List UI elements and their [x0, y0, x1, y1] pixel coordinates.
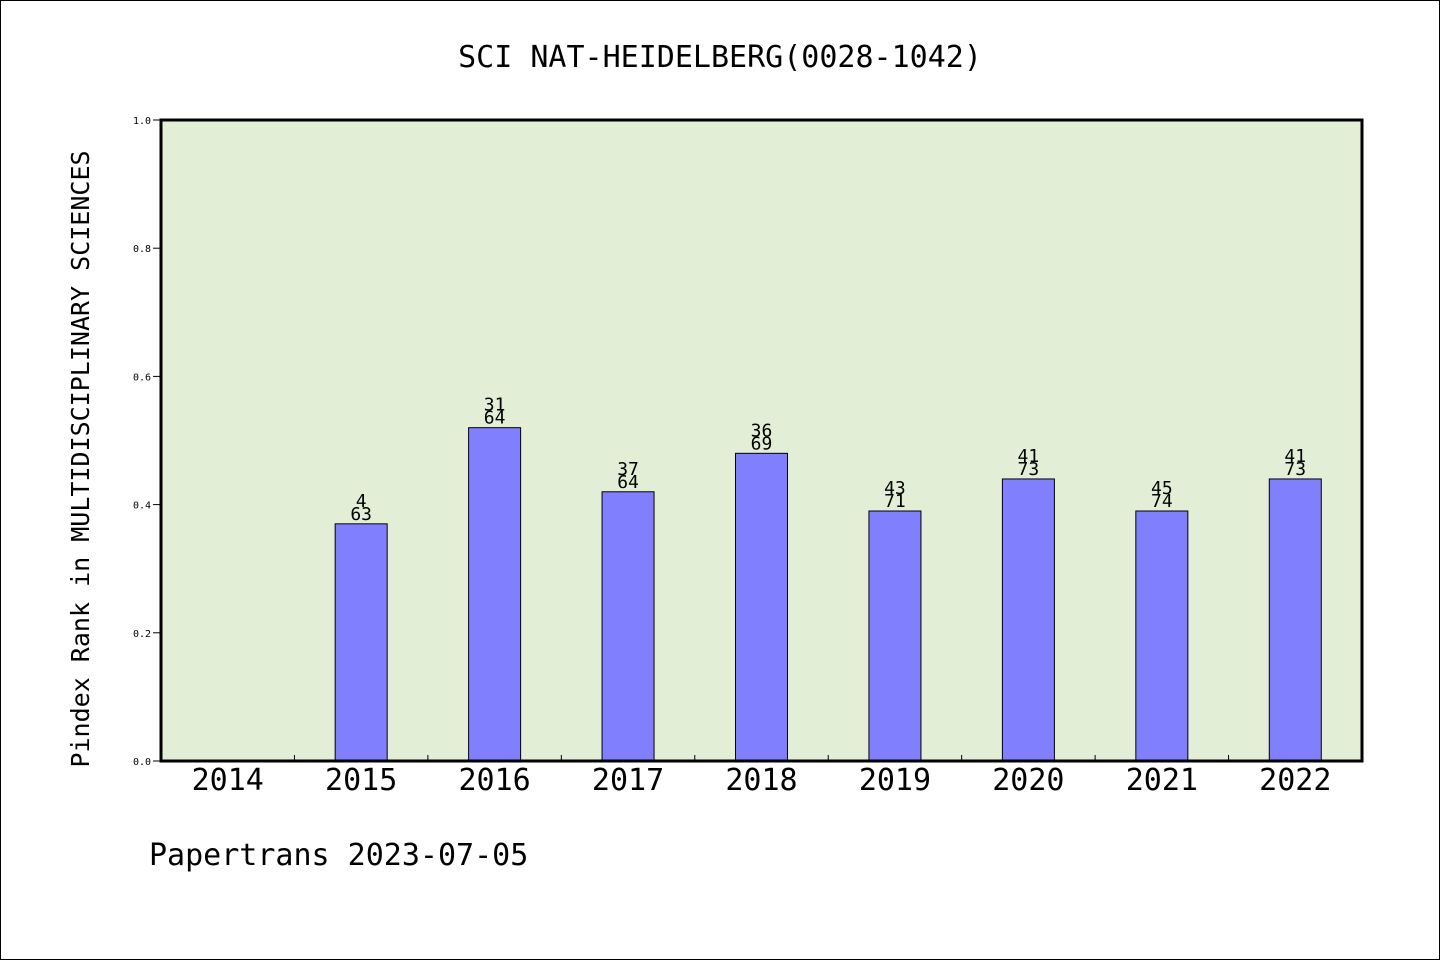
y-tick-label: 1.0 — [133, 116, 151, 127]
bar-label-total: 73 — [1018, 459, 1040, 480]
x-tick-label: 2017 — [592, 763, 664, 798]
chart-title: SCI NAT-HEIDELBERG(0028-1042) — [458, 40, 982, 75]
y-tick-label: 0.0 — [133, 757, 151, 768]
bar-label-rank: 45 — [1151, 478, 1173, 499]
bar-label-total: 69 — [751, 433, 773, 454]
bar-label-total: 63 — [350, 504, 372, 525]
x-tick-label: 2016 — [458, 763, 530, 798]
bar-label-rank: 43 — [884, 478, 906, 499]
bar-group — [334, 427, 1322, 762]
x-tick-label: 2014 — [192, 763, 264, 798]
y-tick-label: 0.4 — [133, 501, 151, 512]
y-tick-label: 0.2 — [133, 629, 151, 640]
bar — [1135, 510, 1189, 762]
bar — [468, 427, 522, 762]
bar-label-rank: 36 — [751, 420, 773, 441]
footer-text: Papertrans 2023-07-05 — [149, 838, 528, 873]
bar — [334, 523, 388, 762]
x-tick-label: 2020 — [992, 763, 1064, 798]
bar-label-rank: 41 — [1284, 446, 1306, 467]
y-axis-label: Pindex Rank in MULTIDISCIPLINARY SCIENCE… — [66, 150, 95, 767]
bar-label-rank: 37 — [617, 459, 639, 480]
bar-label-total: 64 — [484, 408, 506, 429]
bar — [735, 452, 788, 762]
bar-label-total: 73 — [1284, 459, 1306, 480]
bar-label-rank: 31 — [484, 395, 506, 416]
x-tick-label: 2022 — [1259, 763, 1331, 798]
x-tick-label: 2015 — [325, 763, 397, 798]
bar — [868, 510, 922, 762]
bar — [601, 491, 655, 762]
bar-label-rank: 4 — [356, 491, 367, 512]
x-tick-label: 2019 — [859, 763, 931, 798]
x-axis-ticks: 2014 2015 2016 2017 2018 2019 2020 2021 2022 — [192, 755, 1331, 798]
y-axis-ticks: 0.0 0.2 0.4 0.6 0.8 1.0 — [133, 116, 161, 768]
bar — [1001, 478, 1055, 762]
bar-label-total: 71 — [884, 491, 906, 512]
plot-border — [159, 118, 1364, 763]
x-tick-label: 2018 — [725, 763, 797, 798]
y-tick-label: 0.8 — [133, 244, 151, 255]
y-tick-label: 0.6 — [133, 372, 151, 383]
bar-label-total: 74 — [1151, 491, 1173, 512]
bar — [1268, 478, 1322, 762]
bar-label-total: 64 — [617, 472, 639, 493]
x-tick-label: 2021 — [1126, 763, 1198, 798]
bar-label-rank: 41 — [1018, 446, 1040, 467]
